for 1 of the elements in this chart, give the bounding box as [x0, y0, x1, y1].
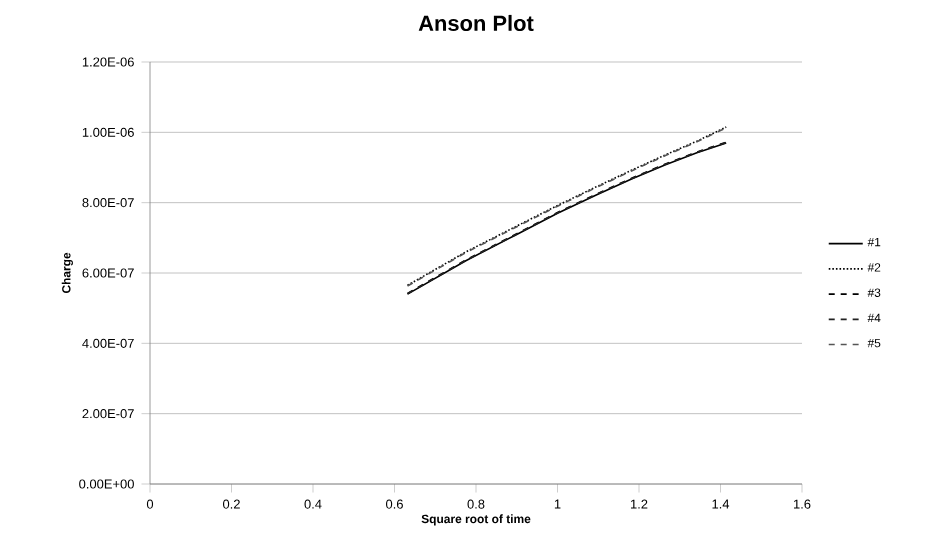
chart-title: Anson Plot — [418, 14, 534, 31]
